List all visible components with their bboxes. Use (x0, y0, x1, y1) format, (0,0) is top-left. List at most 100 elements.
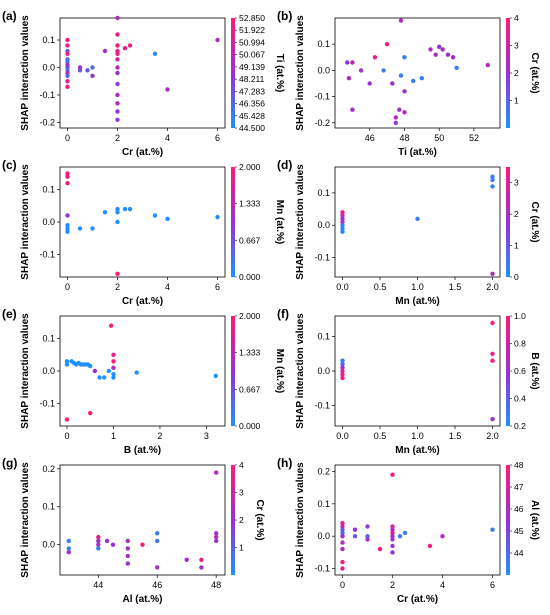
panel-c: (c) 0 2 4 6 0.1 0.0 -0.1 Cr (at.%) SHAP interacti… (2, 158, 285, 307)
x-tick-label: 48 (399, 133, 409, 143)
colorbar-tick-label: 3 (514, 41, 519, 51)
data-point (214, 531, 219, 536)
data-point (490, 416, 495, 422)
data-point (106, 368, 112, 374)
data-point (115, 92, 120, 98)
colorbar-tick-label: 46.356 (239, 99, 265, 109)
y-tick-label: 0.1 (42, 502, 55, 512)
data-point (345, 60, 350, 65)
colorbar (231, 167, 235, 277)
data-point (65, 229, 70, 234)
data-point (215, 214, 220, 220)
x-tick-label: 1.5 (449, 431, 462, 441)
x-tick-label: 0 (65, 133, 70, 143)
x-tick-label: 46 (365, 133, 375, 143)
colorbar-label: Al (at.%) (529, 500, 540, 540)
panel-label: (h) (277, 456, 292, 470)
panel-g: (g) 44 46 48 0.2 0.1 0.0 Al (at.%) SHAP interact… (2, 456, 265, 605)
data-point (125, 538, 130, 544)
data-point (199, 565, 204, 570)
data-point (390, 472, 395, 477)
data-point (88, 363, 93, 369)
data-point (340, 524, 345, 529)
colorbar (231, 18, 235, 128)
colorbar-tick-label: 0 (514, 272, 519, 282)
y-tick-label: 0.1 (317, 39, 330, 49)
colorbar-label: Cr (at.%) (529, 52, 540, 93)
data-point (437, 44, 442, 49)
colorbar-tick-label: 50.994 (239, 37, 265, 47)
data-point (340, 229, 345, 234)
data-point (350, 60, 355, 65)
data-point (350, 107, 355, 112)
y-axis-label: SHAP interaction values (295, 462, 306, 578)
data-point (92, 368, 98, 374)
data-point (384, 42, 390, 47)
x-tick-label: 4 (165, 133, 170, 143)
data-point (340, 546, 345, 552)
data-point (64, 359, 70, 364)
x-tick-label: 2 (115, 282, 120, 292)
y-tick-label: 0.1 (317, 188, 330, 198)
plot-frame (334, 17, 501, 129)
data-point (450, 55, 456, 60)
data-point (340, 530, 345, 536)
data-point (490, 320, 495, 326)
x-tick-label: 3 (204, 431, 209, 441)
data-point (390, 524, 395, 529)
x-tick-label: 0.5 (374, 431, 387, 441)
data-point (65, 37, 70, 43)
data-point (415, 216, 420, 221)
data-point (393, 120, 398, 126)
panel-label: (c) (2, 158, 17, 172)
x-tick-label: 2 (115, 133, 120, 143)
data-point (428, 47, 433, 52)
data-point (340, 213, 345, 218)
y-axis-label: SHAP interaction values (295, 164, 306, 280)
colorbar-tick-label: 49.139 (239, 62, 265, 72)
data-point (155, 531, 160, 536)
y-tick-label: -0.1 (314, 253, 330, 263)
colorbar-tick-label: 1 (239, 543, 244, 553)
data-point (115, 81, 120, 87)
data-point (134, 370, 139, 375)
x-tick-label: 6 (490, 580, 495, 590)
data-point (85, 68, 90, 73)
data-point (127, 206, 133, 212)
data-point (402, 530, 408, 536)
colorbar-tick-label: 3 (514, 178, 519, 188)
data-point (433, 52, 438, 57)
x-tick-label: 6 (215, 282, 220, 292)
y-tick-label: 0.0 (317, 366, 330, 376)
panel-a: (a) 0 2 4 6 0.1 0.0 -0.1 -0.2 Cr (at.%) SHAP inter… (2, 9, 285, 158)
colorbar-tick-label: 47 (514, 482, 524, 492)
x-tick-label: 0.0 (336, 431, 349, 441)
data-point (65, 84, 70, 90)
data-point (108, 323, 114, 328)
data-point (440, 534, 445, 539)
y-tick-label: 0.0 (42, 63, 55, 73)
x-tick-label: 0 (65, 282, 70, 292)
data-point (352, 534, 358, 539)
data-point (490, 177, 495, 183)
x-tick-label: 46 (152, 580, 162, 590)
data-point (340, 210, 345, 215)
data-point (490, 271, 495, 276)
y-tick-label: -0.1 (314, 400, 330, 410)
data-point (340, 368, 345, 374)
colorbar-tick-label: 44 (514, 548, 524, 558)
y-axis-label: SHAP interaction values (295, 15, 306, 131)
data-point (340, 372, 345, 377)
colorbar-tick-label: 47.283 (239, 86, 265, 96)
data-point (390, 81, 395, 86)
data-point (340, 219, 345, 225)
x-tick-label: 6 (215, 133, 220, 143)
data-point (111, 365, 116, 370)
y-tick-label: 0.0 (42, 217, 55, 227)
plot-frame (59, 464, 226, 576)
panel-label: (a) (2, 9, 17, 23)
y-axis-label: SHAP interaction values (295, 313, 306, 429)
data-point (152, 213, 158, 218)
data-point (402, 110, 407, 115)
data-point (165, 87, 170, 92)
